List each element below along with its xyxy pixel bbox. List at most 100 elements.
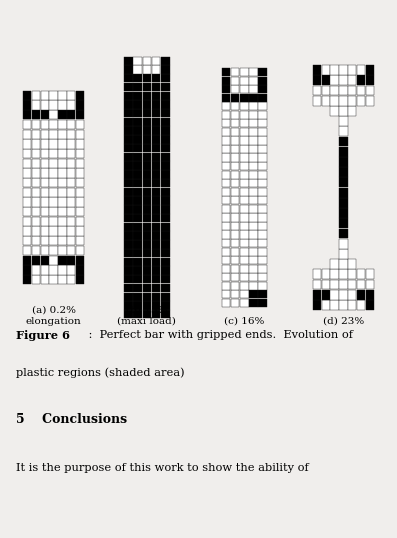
Bar bbox=[339, 178, 348, 187]
Bar bbox=[152, 188, 160, 196]
Bar bbox=[258, 153, 267, 162]
Bar bbox=[231, 171, 239, 179]
Bar bbox=[222, 273, 230, 281]
Bar bbox=[240, 76, 249, 84]
Bar bbox=[124, 83, 133, 91]
Bar bbox=[133, 118, 142, 126]
Bar bbox=[231, 256, 239, 264]
Bar bbox=[152, 301, 160, 310]
Bar bbox=[143, 293, 151, 301]
Bar bbox=[23, 275, 31, 284]
Bar bbox=[143, 135, 151, 144]
Bar bbox=[40, 101, 49, 110]
Bar bbox=[32, 91, 40, 100]
Bar bbox=[161, 83, 170, 91]
Bar bbox=[339, 218, 348, 228]
Bar bbox=[152, 284, 160, 292]
Bar bbox=[231, 205, 239, 213]
Bar bbox=[133, 153, 142, 161]
Bar bbox=[222, 291, 230, 299]
Bar bbox=[23, 139, 31, 148]
Bar bbox=[161, 153, 170, 161]
Bar bbox=[124, 310, 133, 318]
Bar bbox=[133, 126, 142, 135]
Bar bbox=[143, 301, 151, 310]
Bar bbox=[313, 270, 321, 279]
Bar bbox=[249, 119, 258, 128]
Bar bbox=[124, 179, 133, 187]
Bar bbox=[76, 178, 84, 187]
Bar bbox=[222, 153, 230, 162]
Bar bbox=[49, 91, 58, 100]
Bar bbox=[348, 106, 357, 116]
Bar bbox=[124, 65, 133, 74]
Bar bbox=[161, 266, 170, 275]
Bar bbox=[240, 119, 249, 128]
Bar bbox=[32, 130, 40, 139]
Bar bbox=[161, 214, 170, 222]
Bar bbox=[49, 178, 58, 187]
Bar bbox=[143, 100, 151, 109]
Bar bbox=[152, 126, 160, 135]
Bar bbox=[330, 259, 339, 269]
Bar bbox=[330, 65, 339, 75]
Bar bbox=[23, 246, 31, 255]
Bar bbox=[23, 197, 31, 207]
Bar bbox=[240, 94, 249, 102]
Bar bbox=[67, 120, 75, 129]
Bar bbox=[143, 179, 151, 187]
Bar bbox=[152, 231, 160, 240]
Bar bbox=[133, 266, 142, 275]
Bar bbox=[58, 120, 67, 129]
Bar bbox=[58, 217, 67, 226]
Bar bbox=[40, 168, 49, 178]
Bar bbox=[222, 171, 230, 179]
Bar bbox=[330, 75, 339, 85]
Bar bbox=[49, 159, 58, 168]
Bar bbox=[133, 223, 142, 231]
Bar bbox=[348, 96, 357, 105]
Bar bbox=[161, 65, 170, 74]
Bar bbox=[258, 282, 267, 290]
Bar bbox=[222, 111, 230, 119]
Bar bbox=[143, 83, 151, 91]
Bar bbox=[339, 229, 348, 238]
Bar bbox=[152, 153, 160, 161]
Bar bbox=[76, 275, 84, 284]
Bar bbox=[67, 139, 75, 148]
Bar bbox=[161, 196, 170, 205]
Bar bbox=[222, 265, 230, 273]
Bar bbox=[143, 126, 151, 135]
Bar bbox=[339, 188, 348, 197]
Bar bbox=[339, 290, 348, 300]
Bar bbox=[49, 236, 58, 245]
Bar bbox=[313, 280, 321, 289]
Bar bbox=[231, 111, 239, 119]
Bar bbox=[133, 196, 142, 205]
Bar bbox=[58, 207, 67, 216]
Bar bbox=[339, 65, 348, 75]
Bar bbox=[249, 196, 258, 204]
Bar bbox=[222, 102, 230, 110]
Bar bbox=[67, 265, 75, 274]
Bar bbox=[152, 310, 160, 318]
Bar bbox=[23, 168, 31, 178]
Bar bbox=[222, 179, 230, 187]
Bar bbox=[249, 102, 258, 110]
Bar bbox=[32, 178, 40, 187]
Bar bbox=[49, 217, 58, 226]
Bar bbox=[222, 68, 230, 76]
Bar bbox=[222, 94, 230, 102]
Bar bbox=[240, 256, 249, 264]
Bar bbox=[124, 240, 133, 249]
Bar bbox=[222, 247, 230, 256]
Bar bbox=[67, 149, 75, 158]
Text: (c) 16%: (c) 16% bbox=[224, 317, 264, 325]
Bar bbox=[152, 74, 160, 82]
Bar bbox=[231, 230, 239, 239]
Bar bbox=[124, 293, 133, 301]
Bar bbox=[49, 168, 58, 178]
Bar bbox=[32, 197, 40, 207]
Bar bbox=[161, 144, 170, 152]
Bar bbox=[222, 239, 230, 247]
